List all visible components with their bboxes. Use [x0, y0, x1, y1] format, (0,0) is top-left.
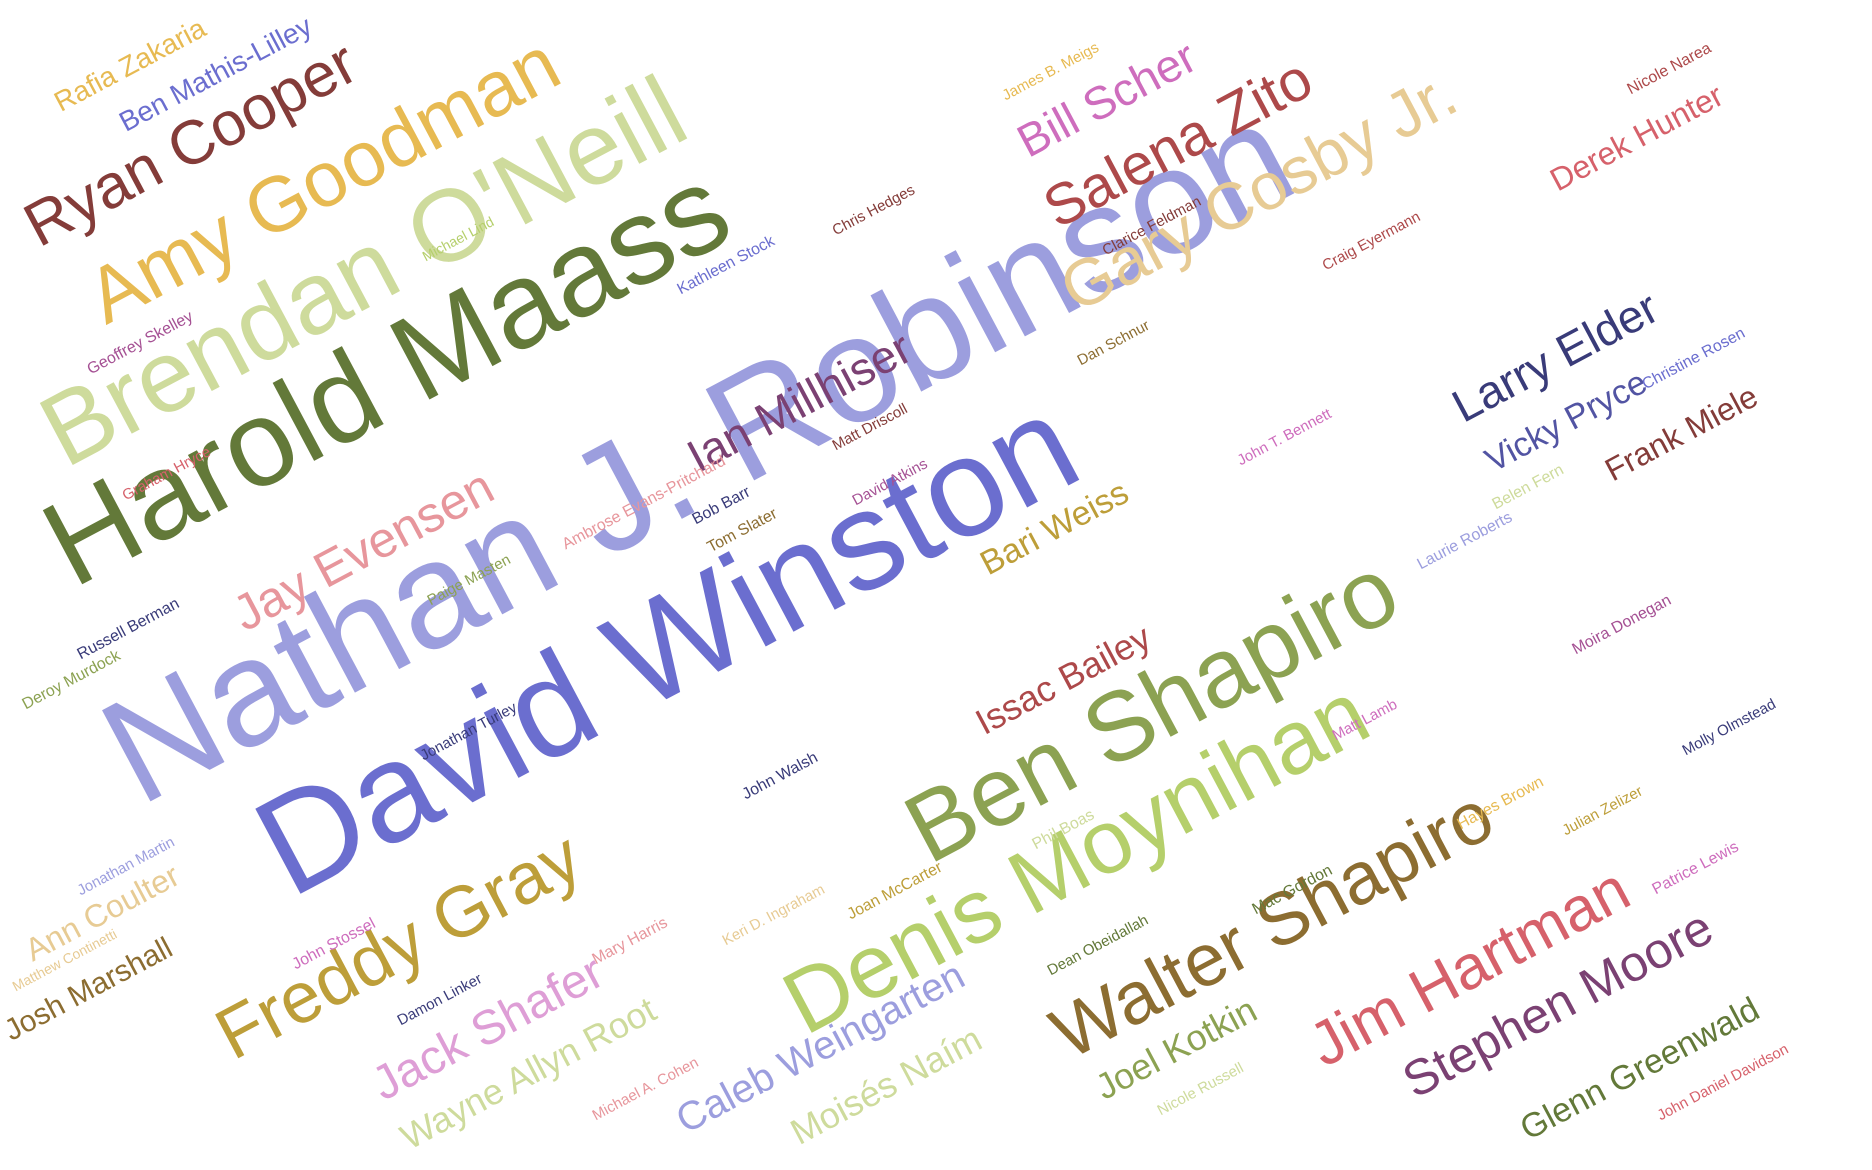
word-julian-zelizer[interactable]: Julian Zelizer — [1559, 782, 1646, 840]
word-molly-olmstead[interactable]: Molly Olmstead — [1679, 695, 1779, 760]
word-john-t-bennett[interactable]: John T. Bennett — [1234, 405, 1335, 470]
word-patrice-lewis[interactable]: Patrice Lewis — [1649, 838, 1742, 899]
word-craig-eyermann[interactable]: Craig Eyermann — [1319, 208, 1424, 275]
word-christine-rosen[interactable]: Christine Rosen — [1639, 324, 1749, 394]
word-moira-donegan[interactable]: Moira Donegan — [1569, 591, 1675, 659]
word-john-walsh[interactable]: John Walsh — [739, 749, 821, 804]
word-laurie-roberts[interactable]: Laurie Roberts — [1414, 508, 1516, 574]
word-derek-hunter[interactable]: Derek Hunter — [1544, 76, 1729, 199]
word-chris-hedges[interactable]: Chris Hedges — [829, 181, 918, 240]
word-keri-d-ingraham[interactable]: Keri D. Ingraham — [719, 880, 828, 950]
word-mary-harris[interactable]: Mary Harris — [589, 914, 671, 969]
